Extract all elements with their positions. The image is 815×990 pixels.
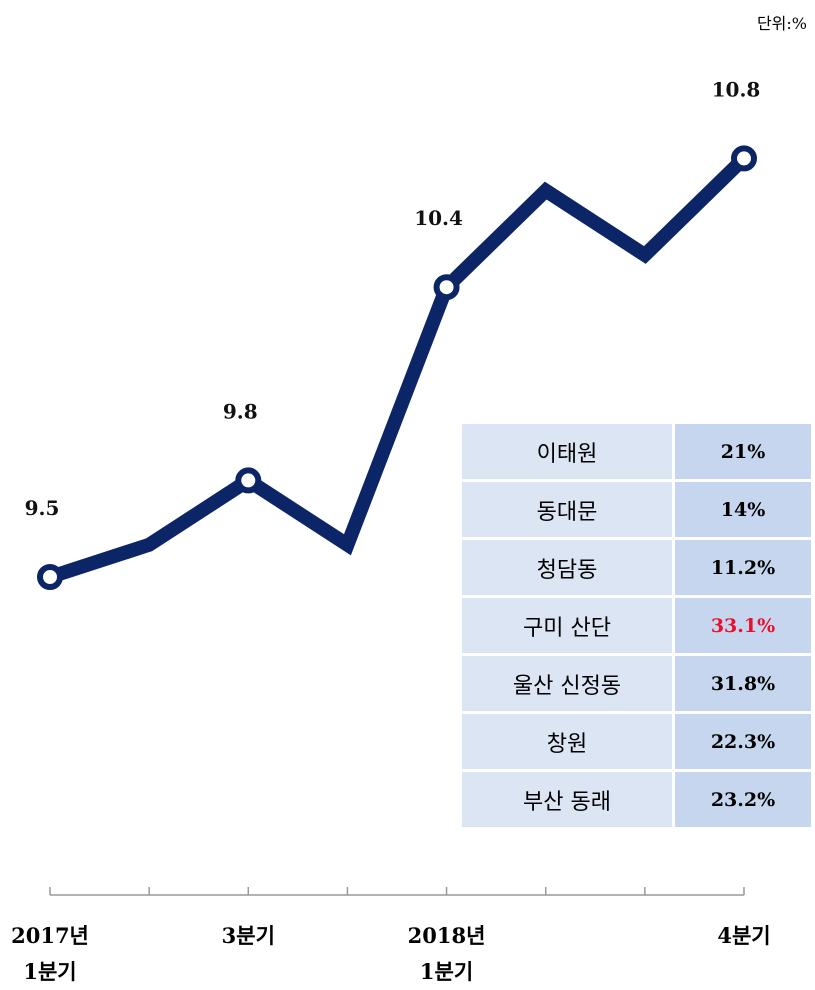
row-value: 22.3% xyxy=(672,711,814,772)
table-row: 울산 신정동 31.8% xyxy=(459,653,814,714)
data-label: 10.4 xyxy=(414,206,463,230)
row-value: 33.1% xyxy=(672,595,814,656)
row-name: 울산 신정동 xyxy=(459,653,675,714)
marker xyxy=(37,564,63,590)
row-name: 부산 동래 xyxy=(459,769,675,830)
table-row: 창원 22.3% xyxy=(459,711,814,772)
unit-label: 단위:% xyxy=(756,14,807,33)
row-name: 동대문 xyxy=(459,479,675,540)
table-row: 이태원 21% xyxy=(459,421,814,482)
row-value: 21% xyxy=(672,421,814,482)
row-name: 창원 xyxy=(459,711,675,772)
row-name: 이태원 xyxy=(459,421,675,482)
marker xyxy=(235,467,262,494)
x-tick-label: 3분기 xyxy=(221,923,275,948)
table-body: 이태원 21% 동대문 14% 청담동 11.2% 구미 산단 33.1% 울산 신정동 31.8… xyxy=(459,421,814,830)
row-name: 구미 산단 xyxy=(459,595,675,656)
row-value: 14% xyxy=(672,479,814,540)
table-row: 동대문 14% xyxy=(459,479,814,540)
marker xyxy=(731,145,757,172)
row-value: 23.2% xyxy=(672,769,814,830)
data-label: 9.8 xyxy=(223,399,258,423)
x-tick-label: 2017년 1분기 xyxy=(11,923,89,984)
data-label: 10.8 xyxy=(712,77,761,101)
table-row: 구미 산단 33.1% xyxy=(459,595,814,656)
table-row: 부산 동래 23.2% xyxy=(459,769,814,830)
row-value: 31.8% xyxy=(672,653,814,714)
x-tick-label: 2018년 1분기 xyxy=(407,923,486,984)
data-label: 9.5 xyxy=(25,496,60,520)
table-row: 청담동 11.2% xyxy=(459,537,814,598)
row-name: 청담동 xyxy=(459,537,675,598)
row-value: 11.2% xyxy=(672,537,814,598)
table: 이태원 21% 동대문 14% 청담동 11.2% 구미 산단 33.1% 울산 신정동 31.8… xyxy=(459,421,814,830)
marker xyxy=(433,274,460,301)
line xyxy=(47,153,749,584)
x-tick-label: 4분기 xyxy=(717,923,771,948)
